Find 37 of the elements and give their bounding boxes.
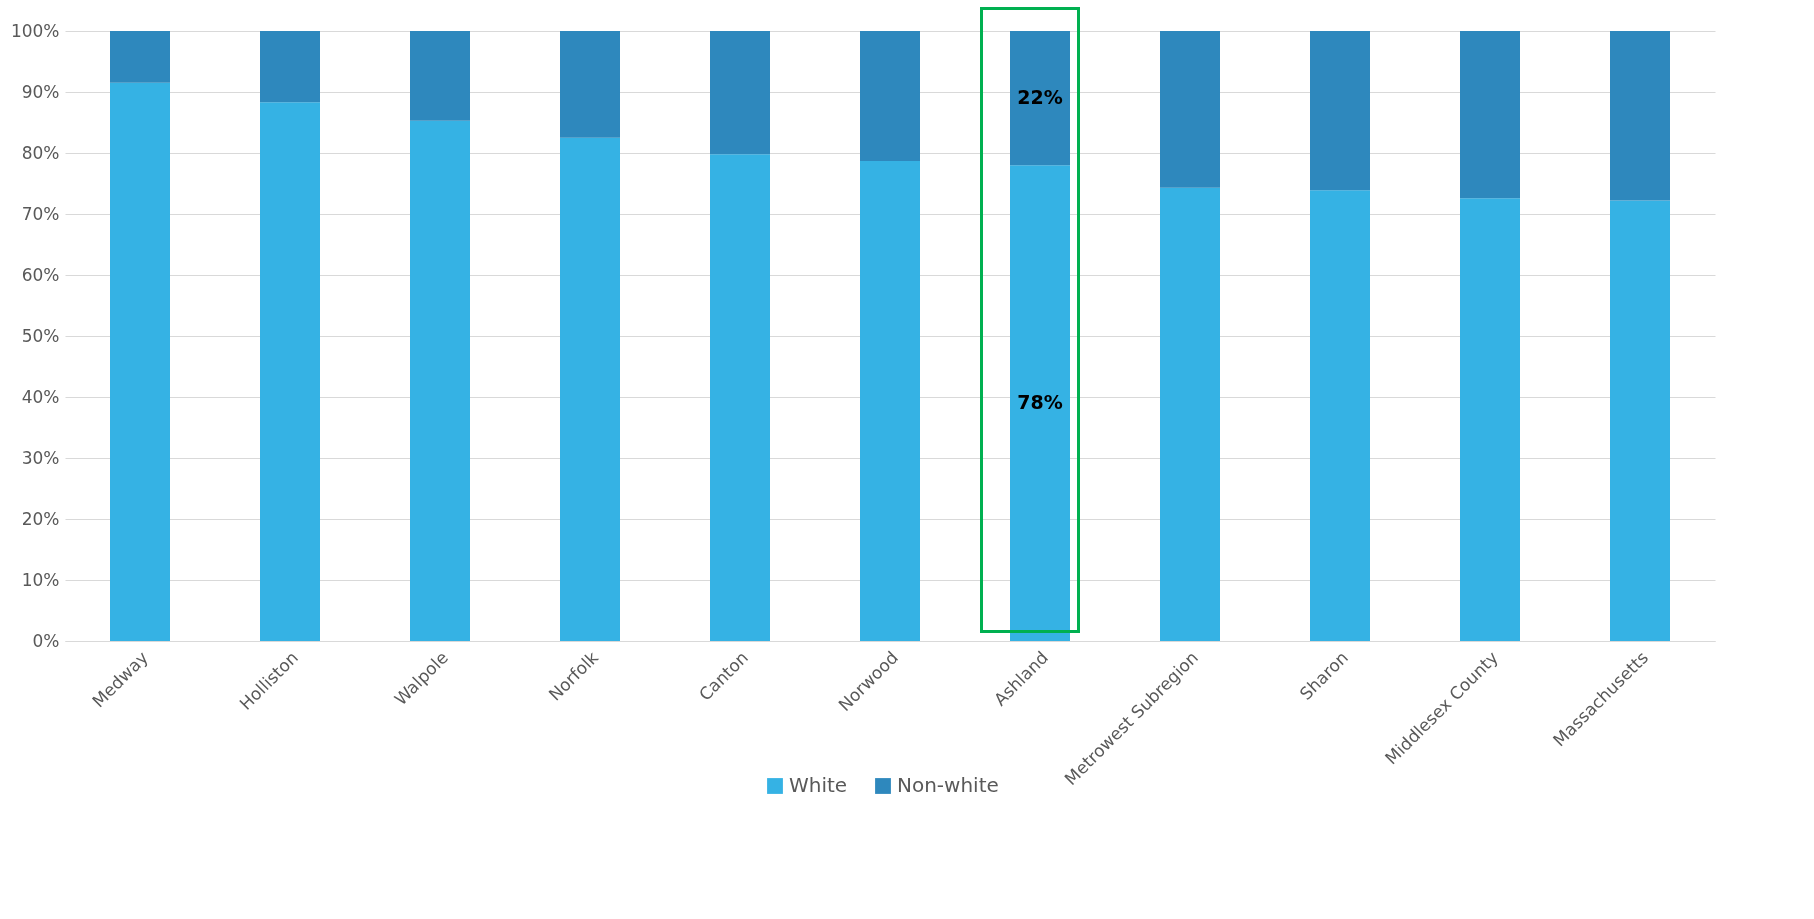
- bar: [1610, 31, 1670, 201]
- bar: [1460, 31, 1520, 199]
- bar: [1610, 200, 1670, 641]
- bar: [860, 160, 920, 641]
- bar: [560, 137, 620, 641]
- bar: [860, 31, 920, 161]
- bar: [710, 154, 770, 641]
- y-tick-label: 20%: [21, 508, 60, 529]
- bar: [410, 31, 470, 121]
- y-tick-label: 50%: [21, 325, 60, 346]
- y-tick-label: 80%: [21, 142, 60, 163]
- y-tick-label: 30%: [21, 447, 60, 468]
- bar: [1010, 165, 1070, 641]
- bar: [1460, 198, 1520, 641]
- bar: [1310, 31, 1370, 191]
- bar: [110, 82, 170, 641]
- data-label: 78%: [1017, 391, 1063, 414]
- y-tick-label: 100%: [10, 20, 60, 41]
- y-tick-label: 10%: [21, 569, 60, 590]
- bar: [110, 31, 170, 83]
- bar: [1310, 190, 1370, 641]
- y-tick-label: 70%: [21, 203, 60, 224]
- y-tick-label: 60%: [21, 264, 60, 285]
- data-label: 22%: [1017, 86, 1063, 109]
- bar: [1010, 31, 1070, 166]
- y-tick-label: 0%: [32, 630, 60, 651]
- y-tick-label: 90%: [21, 81, 60, 102]
- bar: [260, 102, 320, 641]
- bar: [710, 31, 770, 155]
- legend-label: White: [789, 773, 848, 797]
- bar: [260, 31, 320, 103]
- bar: [560, 31, 620, 138]
- bar: [1160, 31, 1220, 188]
- bar: [1160, 187, 1220, 641]
- bar: [410, 120, 470, 641]
- y-tick-label: 40%: [21, 386, 60, 407]
- legend-label: Non-white: [897, 773, 999, 797]
